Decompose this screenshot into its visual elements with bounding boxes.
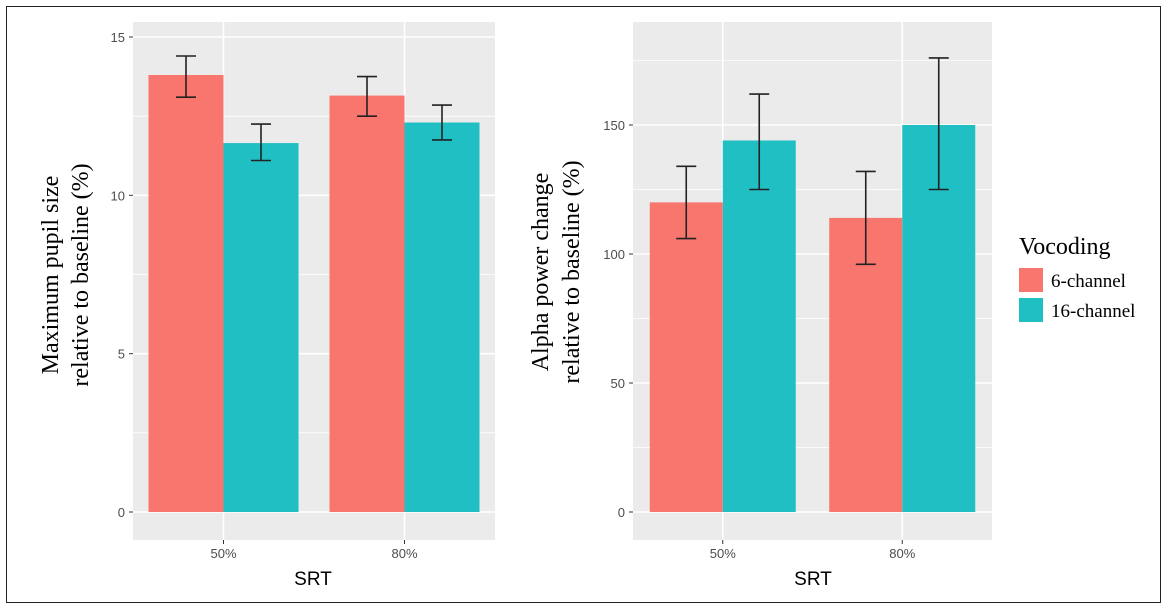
bar-16-channel-50% [223, 143, 299, 513]
x-tick-label: 80% [889, 546, 915, 561]
y-tick-label: 0 [618, 505, 625, 520]
left-y-axis-title: Maximum pupil size relative to baseline … [38, 163, 94, 386]
bar-6-channel-80% [829, 217, 903, 512]
errorbar-16-channel-50% [749, 93, 770, 191]
right-x-axis-title: SRT [794, 569, 832, 590]
y-tick-label: 10 [111, 188, 125, 203]
y-tick-label: 0 [118, 505, 125, 520]
left-y-axis-title-line2: relative to baseline (%) [68, 163, 94, 386]
legend: Vocoding 6-channel 16-channel [1019, 234, 1135, 322]
right-panel: 0 50 100 150 50% 80% [603, 22, 992, 561]
errorbar-16-channel-50% [251, 123, 271, 162]
x-tick-label: 50% [710, 546, 736, 561]
right-y-axis-title-line2: relative to baseline (%) [559, 160, 585, 383]
bar-16-channel-80% [404, 122, 480, 512]
left-y-axis-title-line1: Maximum pupil size [38, 176, 64, 375]
legend-label-6-channel: 6-channel [1051, 271, 1126, 292]
y-tick-label: 100 [603, 247, 625, 262]
legend-title: Vocoding [1019, 234, 1111, 260]
bar-16-channel-50% [722, 140, 796, 513]
y-tick-label: 15 [111, 30, 125, 45]
x-tick-label: 50% [210, 546, 236, 561]
bar-6-channel-50% [148, 75, 224, 512]
legend-swatch-6-channel [1019, 268, 1043, 292]
legend-swatch-16-channel [1019, 298, 1043, 322]
bar-6-channel-80% [329, 95, 405, 512]
errorbar-6-channel-80% [357, 75, 377, 117]
left-panel: 0 5 10 15 50% 80% [111, 22, 495, 561]
x-tick-label: 80% [391, 546, 417, 561]
y-tick-label: 5 [118, 347, 125, 362]
right-y-axis-title: Alpha power change relative to baseline … [528, 160, 585, 383]
right-y-axis-title-line1: Alpha power change [528, 173, 554, 372]
errorbar-6-channel-50% [676, 165, 697, 240]
errorbar-6-channel-50% [176, 55, 196, 98]
left-x-axis-title: SRT [294, 569, 332, 590]
errorbar-16-channel-80% [928, 57, 949, 191]
errorbar-16-channel-80% [432, 104, 452, 141]
errorbar-6-channel-80% [855, 170, 876, 266]
legend-label-16-channel: 16-channel [1051, 301, 1135, 322]
bar-6-channel-50% [649, 202, 723, 512]
y-tick-label: 150 [603, 118, 625, 133]
y-tick-label: 50 [611, 376, 625, 391]
